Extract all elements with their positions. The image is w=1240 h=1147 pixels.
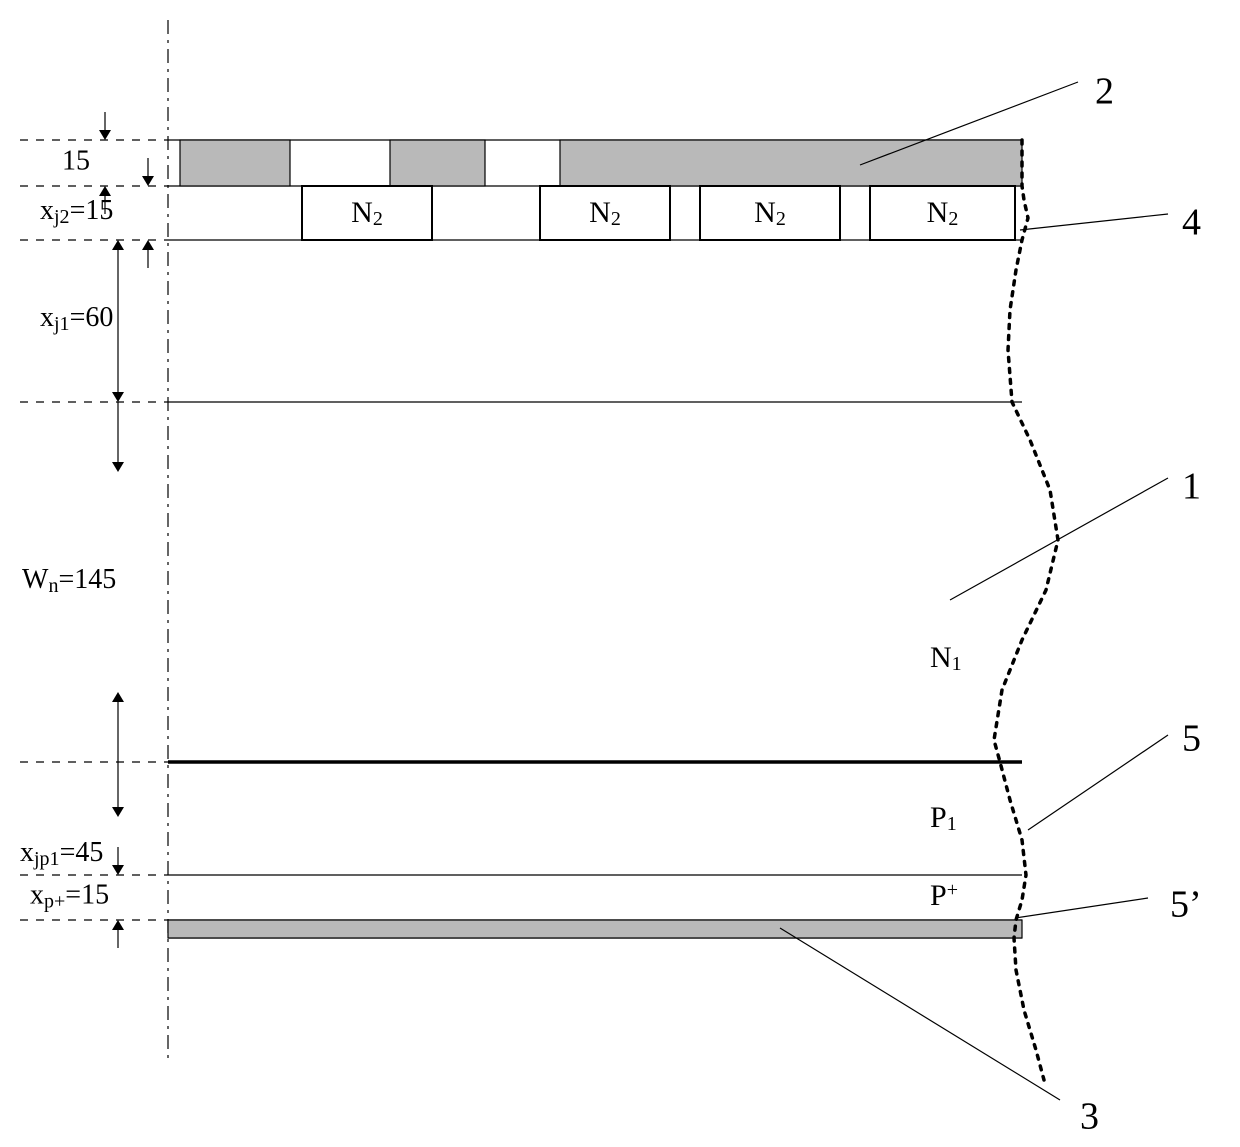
callout-label: 2 [1095,71,1114,113]
pplus-label: P+ [930,879,958,912]
n1-label: N1 [930,641,962,675]
dim-label: xj1=60 [40,302,113,334]
callout-label: 1 [1182,466,1201,508]
broken-edge [994,140,1058,1080]
top-metal-block [180,140,290,186]
callout-leader [950,478,1168,600]
top-metal-block [560,140,1022,186]
callout-label: 5 [1182,718,1201,760]
bottom-metal [168,920,1022,938]
dim-label: Wn=145 [22,564,116,596]
callout-label: 4 [1182,202,1201,244]
dim-label: xjp1=45 [20,837,103,869]
callout-leader [1020,214,1168,230]
p1-label: P1 [930,801,957,835]
callout-leader [1015,898,1148,918]
callout-leader [1028,735,1168,830]
callout-label: 3 [1080,1096,1099,1138]
callout-leader [780,928,1060,1100]
callout-label: 5’ [1170,884,1202,926]
dim-label: xp+=15 [30,880,109,912]
dim-label: 15 [62,145,90,176]
top-metal-block [390,140,485,186]
dim-label: xj2=15 [40,195,113,227]
